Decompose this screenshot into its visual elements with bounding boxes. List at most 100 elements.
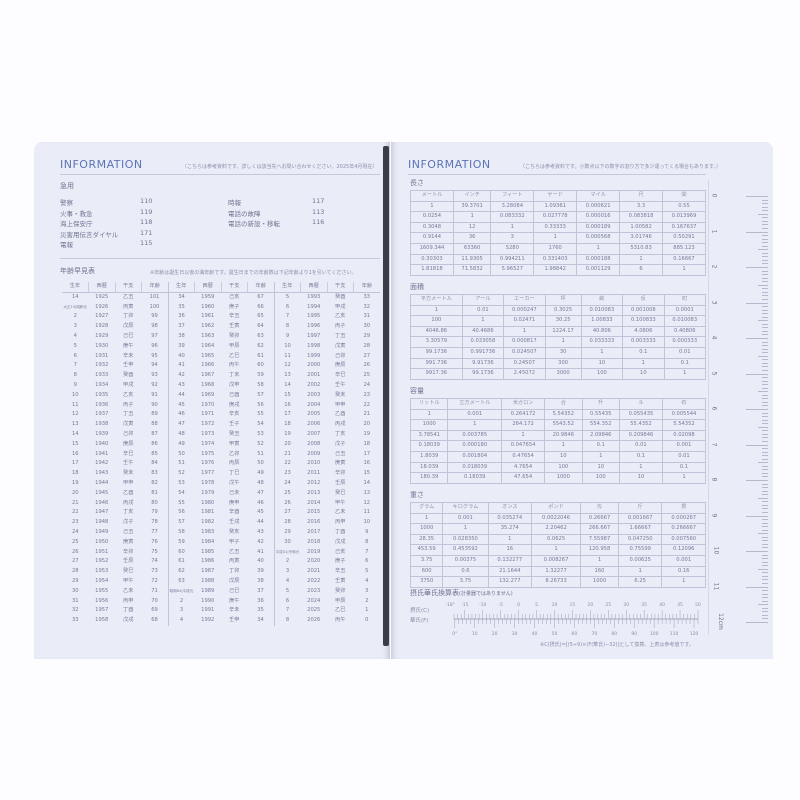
age-table-cell: 41 — [167, 361, 195, 372]
unit-table-row: 18.039 0.018039 4.7654 100 10 1 0.1 — [409, 461, 707, 474]
unit-table-row: 0.9144 36 3 1 0.000568 3.01746 0.50291 — [410, 232, 706, 244]
unit-table-cell: 0.55435 — [581, 408, 620, 421]
age-table-cell: 43 — [167, 380, 195, 391]
age-table-cell: 34 — [167, 292, 195, 303]
age-table-cell: 丁酉 — [335, 528, 346, 535]
fahrenheit-label: 華氏(F) — [410, 618, 429, 624]
age-table-cell: 丙子 — [335, 323, 346, 330]
age-table-cell: 70 — [151, 597, 158, 604]
ruler-tick — [762, 217, 768, 219]
age-table-header: 生年 — [273, 282, 301, 293]
celsius-tick-label: -5 — [498, 602, 503, 608]
age-table-cell: 63 — [167, 576, 195, 587]
unit-table-cell: 1224.17 — [544, 325, 582, 338]
age-table-cell: 2003 — [307, 391, 321, 398]
age-table-cell: 60 — [257, 362, 264, 369]
unit-table-cell: 21.1644 — [487, 565, 533, 578]
era-label: 昭和64|平成元 — [167, 586, 195, 597]
unit-table-cell: 1 — [580, 346, 624, 359]
unit-table-cell: 0.001 — [447, 408, 503, 421]
unit-table-cell: 35.274 — [487, 523, 533, 535]
age-table-cell: 1989 — [201, 587, 215, 594]
age-table-cell: 丁未 — [229, 372, 240, 379]
age-table-cell: 0 — [365, 617, 369, 624]
age-table-cell: 48 — [257, 479, 264, 486]
unit-table-cell: グラム — [409, 502, 444, 514]
unit-table-cell: 0.1 — [622, 346, 665, 359]
age-table-cell: 壬辰 — [335, 479, 346, 486]
age-table-cell: 2026 — [307, 617, 321, 624]
age-table-cell: 72 — [151, 577, 158, 584]
unit-table-cell: 0.001804 — [447, 450, 503, 463]
age-table-cell: 壬寅 — [229, 323, 240, 330]
unit-table-cell: 100 — [544, 461, 583, 474]
age-table-cell: 95 — [151, 352, 158, 359]
ruler-tick — [762, 579, 768, 581]
age-table-cell: 45 — [257, 509, 264, 516]
celsius-tick-label: 5 — [535, 602, 538, 608]
age-table-cell: 1983 — [201, 528, 215, 535]
unit-table-cell: 453.59 — [409, 544, 444, 556]
age-table-cell: 33 — [363, 293, 371, 300]
unit-table-cell: 0.003785 — [447, 429, 503, 442]
unit-table-cell: 1000 — [409, 523, 444, 535]
age-table-cell: 乙丑 — [123, 293, 134, 300]
unit-table-cell: 3000 — [544, 368, 582, 380]
age-table-cell: 己卯 — [335, 352, 346, 359]
fahrenheit-tick-label: 30 — [512, 631, 518, 637]
unit-table-cell: 2.09846 — [581, 429, 620, 442]
age-table-cell: 1931 — [95, 352, 109, 359]
unit-table-cell: 斤 — [617, 502, 663, 514]
age-table-cell: 辛未 — [229, 607, 240, 614]
ruler-tick — [762, 362, 768, 364]
unit-table-cell: 0.018039 — [447, 461, 503, 474]
unit-table-cell: 0.0001 — [663, 304, 707, 317]
emergency-label: 災害用伝言ダイヤル — [60, 230, 119, 239]
ruler-tick — [762, 522, 768, 524]
age-table-cell: 2011 — [307, 470, 321, 477]
age-table-cell: 1972 — [201, 421, 215, 428]
ruler-tick — [746, 373, 768, 375]
celsius-tick-label: 25 — [605, 602, 611, 608]
age-table-cell: 1925 — [95, 293, 109, 300]
celsius-tick-label: 50 — [695, 602, 701, 608]
ruler-tick — [762, 440, 768, 442]
age-table-cell: 1944 — [95, 479, 109, 486]
unit-table-cell: ヤード — [533, 190, 578, 202]
unit-table-cell: 5543.52 — [544, 419, 583, 431]
unit-table-cell: 10 — [618, 472, 663, 484]
age-table-header: 西暦 — [88, 282, 115, 293]
unit-table-row: 1 0.001 0.035274 0.0022046 0.26667 0.001667 0.… — [409, 512, 706, 525]
age-table-cell: 14 — [71, 293, 79, 300]
age-table-cell: 壬午 — [335, 381, 346, 388]
age-table-row: 14 1925 乙丑 101 34 1959 己亥 67 5 1993 癸酉 33 — [62, 292, 380, 303]
unit-table-cell: 3750 — [409, 576, 444, 588]
age-table-cell: 36 — [167, 312, 195, 323]
ruler-label: 1 — [710, 229, 717, 233]
unit-table-cell: 5280 — [490, 242, 535, 255]
emergency-label: 時報 — [228, 199, 241, 207]
unit-table-cell: 0.000333 — [663, 336, 707, 348]
unit-table-cell: 坪 — [544, 294, 582, 306]
unit-table-cell: 885.123 — [662, 242, 706, 255]
celsius-tick-label: 30 — [623, 602, 629, 608]
ruler-tick — [762, 306, 768, 308]
ruler-tick — [762, 448, 768, 450]
unit-table-cell: 0.000817 — [503, 336, 546, 348]
age-table-cell: 丁酉 — [123, 607, 134, 614]
age-table-row: 24 1949 己丑 77 58 1983 癸亥 43 29 2017 丁酉 9 — [62, 527, 380, 538]
ruler-tick — [762, 469, 768, 471]
age-table-row: 15 1940 庚辰 86 49 1974 甲寅 52 20 2008 戊子 18 — [62, 439, 380, 450]
unit-table-cell: 立方メートル — [447, 398, 503, 410]
age-table-cell: 17 — [273, 410, 301, 421]
unit-table-cell: 0.000016 — [576, 211, 621, 223]
age-table-cell: 丁卯 — [123, 313, 134, 320]
age-table-cell: 1940 — [95, 440, 109, 447]
age-table-cell: 30 — [273, 537, 301, 548]
age-table-cell: 壬申 — [229, 617, 240, 624]
ruler-tick — [762, 575, 768, 577]
unit-table-header-row: メートル インチ フィート ヤード マイル尺間 — [410, 190, 706, 202]
ruler-number: 5 — [710, 371, 718, 375]
unit-table-cell: フィート — [490, 190, 535, 202]
age-table-cell: 67 — [257, 293, 264, 300]
